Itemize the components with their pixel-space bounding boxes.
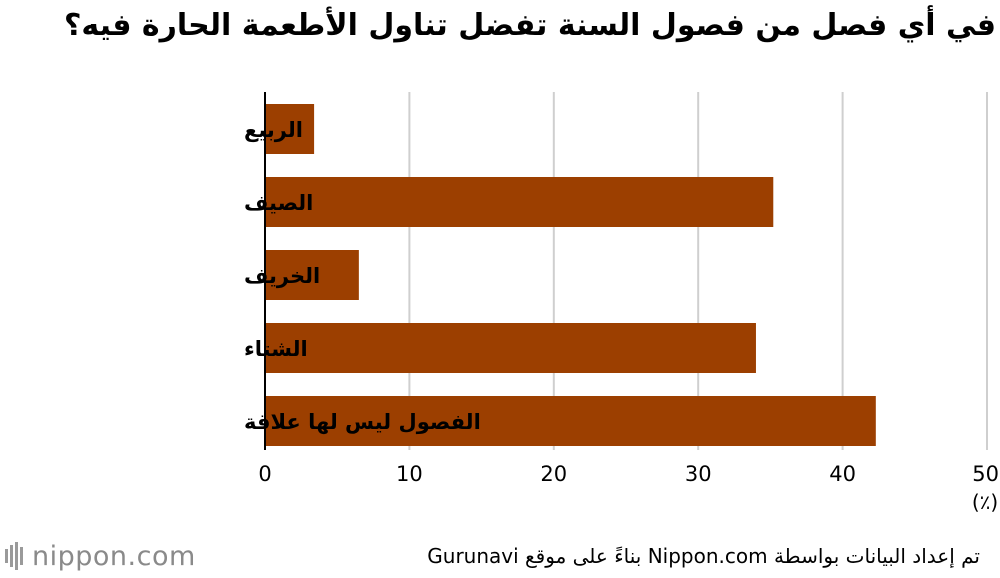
source-note: تم إعداد البيانات بواسطة Nippon.com بناء… <box>427 544 980 568</box>
x-tick-label: 40 <box>829 462 856 486</box>
category-labels: الربيع الصيف الخريف الشتاء الفصول ليس لها عل… <box>244 118 481 434</box>
x-tick-label: 50 <box>972 462 999 486</box>
grid-lines <box>408 92 988 450</box>
category-label: الخريف <box>244 264 320 288</box>
x-tick-label: 20 <box>540 462 567 486</box>
bar <box>265 323 756 373</box>
unit-label: (٪) <box>972 490 998 514</box>
category-label: الفصول ليس لها علاقة <box>244 410 481 434</box>
bar <box>265 250 359 300</box>
bars <box>265 104 876 446</box>
logo-text: nippon.com <box>32 540 196 572</box>
category-label: الربيع <box>244 118 303 142</box>
bar <box>265 104 315 154</box>
category-label: الصيف <box>244 191 313 215</box>
chart-title: في أي فصل من فصول السنة تفضل تناول الأطع… <box>64 8 996 43</box>
category-label: الشتاء <box>244 337 308 361</box>
logo-mark-icon <box>5 542 23 570</box>
tick-labels: 0 10 20 30 40 50 <box>258 462 999 486</box>
x-tick-label: 0 <box>258 462 271 486</box>
bar <box>265 396 876 446</box>
bar <box>265 177 774 227</box>
x-tick-label: 10 <box>396 462 423 486</box>
x-tick-label: 30 <box>685 462 712 486</box>
nippon-logo: nippon.com <box>4 538 196 574</box>
bar-chart: الربيع الصيف الخريف الشتاء الفصول ليس لها عل… <box>244 92 999 514</box>
